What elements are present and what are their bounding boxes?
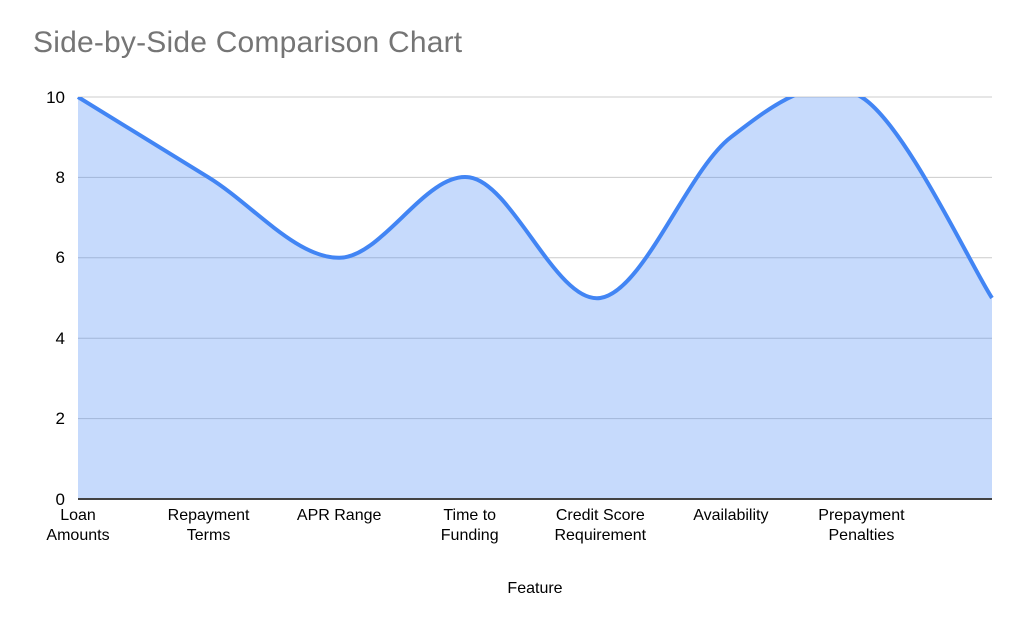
y-tick-label: 0: [55, 489, 65, 509]
x-category-label: Loan Amounts: [46, 507, 110, 544]
x-category-label: APR Range: [296, 507, 382, 524]
y-tick-label: 4: [55, 328, 65, 348]
x-category-label: Repayment Terms: [167, 507, 250, 544]
series-line: [77, 97, 994, 301]
y-tick-label: 8: [55, 167, 65, 187]
x-axis-title: Feature: [507, 580, 563, 597]
x-category-label: Credit Score Requirement: [554, 507, 647, 544]
x-category-label: Prepayment Penalties: [818, 507, 905, 544]
y-tick-label: 6: [55, 248, 65, 268]
chart-title: Side-by-Side Comparison Chart: [33, 26, 463, 59]
y-tick-label: 10: [46, 87, 65, 107]
area-fill: [78, 97, 992, 499]
x-category-label: Time to Funding: [440, 507, 499, 544]
x-category-label: Availability: [693, 507, 769, 524]
y-tick-label: 2: [55, 409, 65, 429]
series-group: [77, 97, 994, 499]
